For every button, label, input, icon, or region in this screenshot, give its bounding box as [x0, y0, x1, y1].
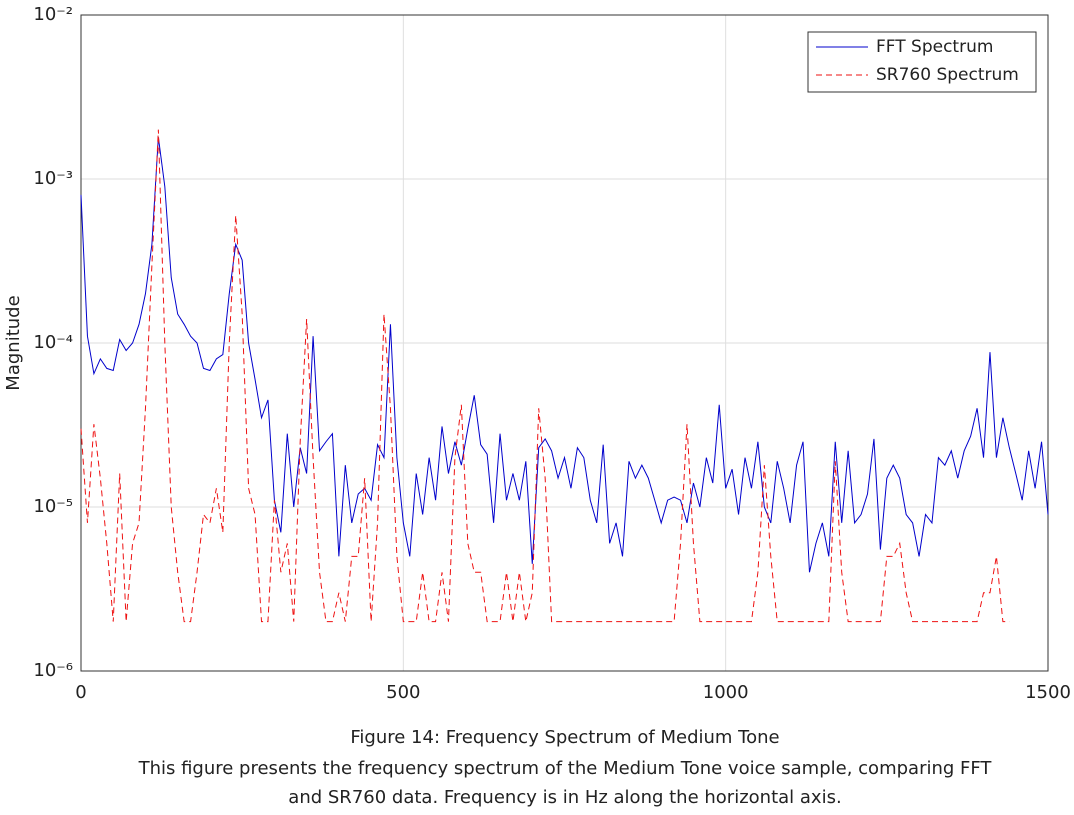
y-tick-label: 10⁻³ — [33, 168, 73, 189]
legend-label: SR760 Spectrum — [876, 65, 1019, 85]
y-tick-label: 10⁻⁵ — [33, 496, 73, 517]
description: This figure presents the frequency spect… — [138, 758, 993, 779]
y-tick-label: 10⁻⁶ — [33, 660, 73, 681]
legend-label: FFT Spectrum — [876, 37, 993, 57]
series-line — [80, 137, 1049, 573]
axes-frame — [80, 14, 1049, 672]
x-tick-label: 1500 — [1025, 682, 1071, 703]
caption: Figure 14: Frequency Spectrum of Medium … — [350, 727, 779, 748]
description: and SR760 data. Frequency is in Hz along… — [288, 787, 841, 808]
y-tick-label: 10⁻⁴ — [33, 332, 73, 353]
x-tick-label: 0 — [75, 682, 86, 703]
y-axis-label: Magnitude — [3, 295, 24, 390]
y-tick-label: 10⁻² — [33, 4, 73, 25]
x-tick-label: 500 — [386, 682, 420, 703]
series-line — [80, 129, 1010, 623]
x-tick-label: 1000 — [703, 682, 749, 703]
legend-box — [807, 31, 1037, 93]
